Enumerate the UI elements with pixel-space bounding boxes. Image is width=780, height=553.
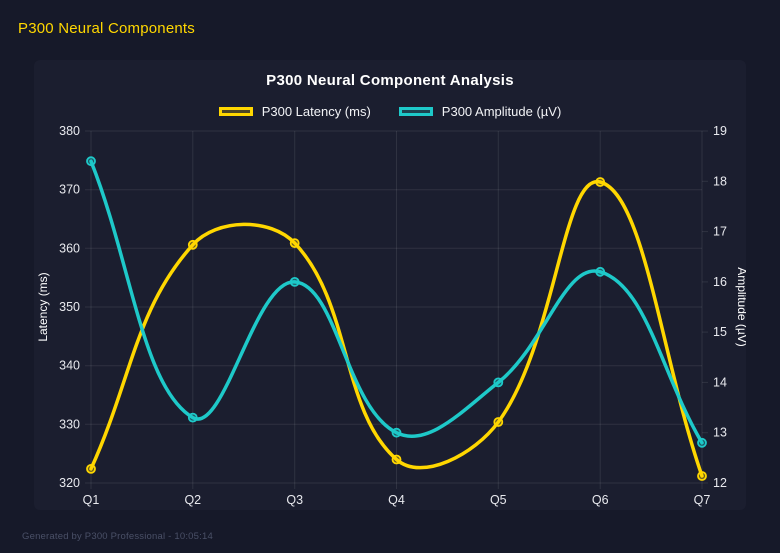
svg-text:Q3: Q3 <box>286 493 303 507</box>
amplitude-legend-swatch <box>398 107 433 116</box>
svg-text:340: 340 <box>59 359 80 373</box>
svg-text:15: 15 <box>713 325 727 339</box>
latency-legend-label: P300 Latency (ms) <box>261 104 371 119</box>
svg-text:370: 370 <box>59 183 80 197</box>
svg-text:Q1: Q1 <box>83 493 100 507</box>
svg-text:Latency (ms): Latency (ms) <box>36 272 50 341</box>
svg-text:380: 380 <box>59 124 80 138</box>
line-chart[interactable]: 320 330 340 350 360 370 380 12 13 14 15 16 17 18 19 Q1 Q… <box>34 118 749 510</box>
svg-text:330: 330 <box>59 417 80 431</box>
chart-legend: P300 Latency (ms) P300 Amplitude (µV) <box>34 104 746 119</box>
latency-legend-swatch <box>218 107 253 116</box>
legend-item-amplitude[interactable]: P300 Amplitude (µV) <box>398 104 562 119</box>
footer-note: Generated by P300 Professional - 10:05:1… <box>22 531 213 542</box>
svg-text:360: 360 <box>59 241 80 255</box>
legend-item-latency[interactable]: P300 Latency (ms) <box>218 104 371 119</box>
svg-text:12: 12 <box>713 476 727 490</box>
svg-text:Q5: Q5 <box>490 493 507 507</box>
svg-text:18: 18 <box>713 174 727 188</box>
svg-text:13: 13 <box>713 426 727 440</box>
svg-text:Q7: Q7 <box>694 493 711 507</box>
svg-text:Q6: Q6 <box>592 493 609 507</box>
svg-text:Q4: Q4 <box>388 493 405 507</box>
chart-card: P300 Neural Component Analysis P300 Late… <box>34 60 749 510</box>
svg-text:320: 320 <box>59 476 80 490</box>
chart-title: P300 Neural Component Analysis <box>266 72 514 89</box>
svg-text:14: 14 <box>713 375 727 389</box>
svg-text:Q2: Q2 <box>184 493 201 507</box>
svg-text:350: 350 <box>59 300 80 314</box>
amplitude-legend-label: P300 Amplitude (µV) <box>441 104 562 119</box>
svg-text:19: 19 <box>713 124 727 138</box>
svg-text:Amplitude (µV): Amplitude (µV) <box>735 267 746 347</box>
page-title: P300 Neural Components <box>18 20 196 37</box>
svg-text:17: 17 <box>713 225 727 239</box>
svg-text:16: 16 <box>713 275 727 289</box>
